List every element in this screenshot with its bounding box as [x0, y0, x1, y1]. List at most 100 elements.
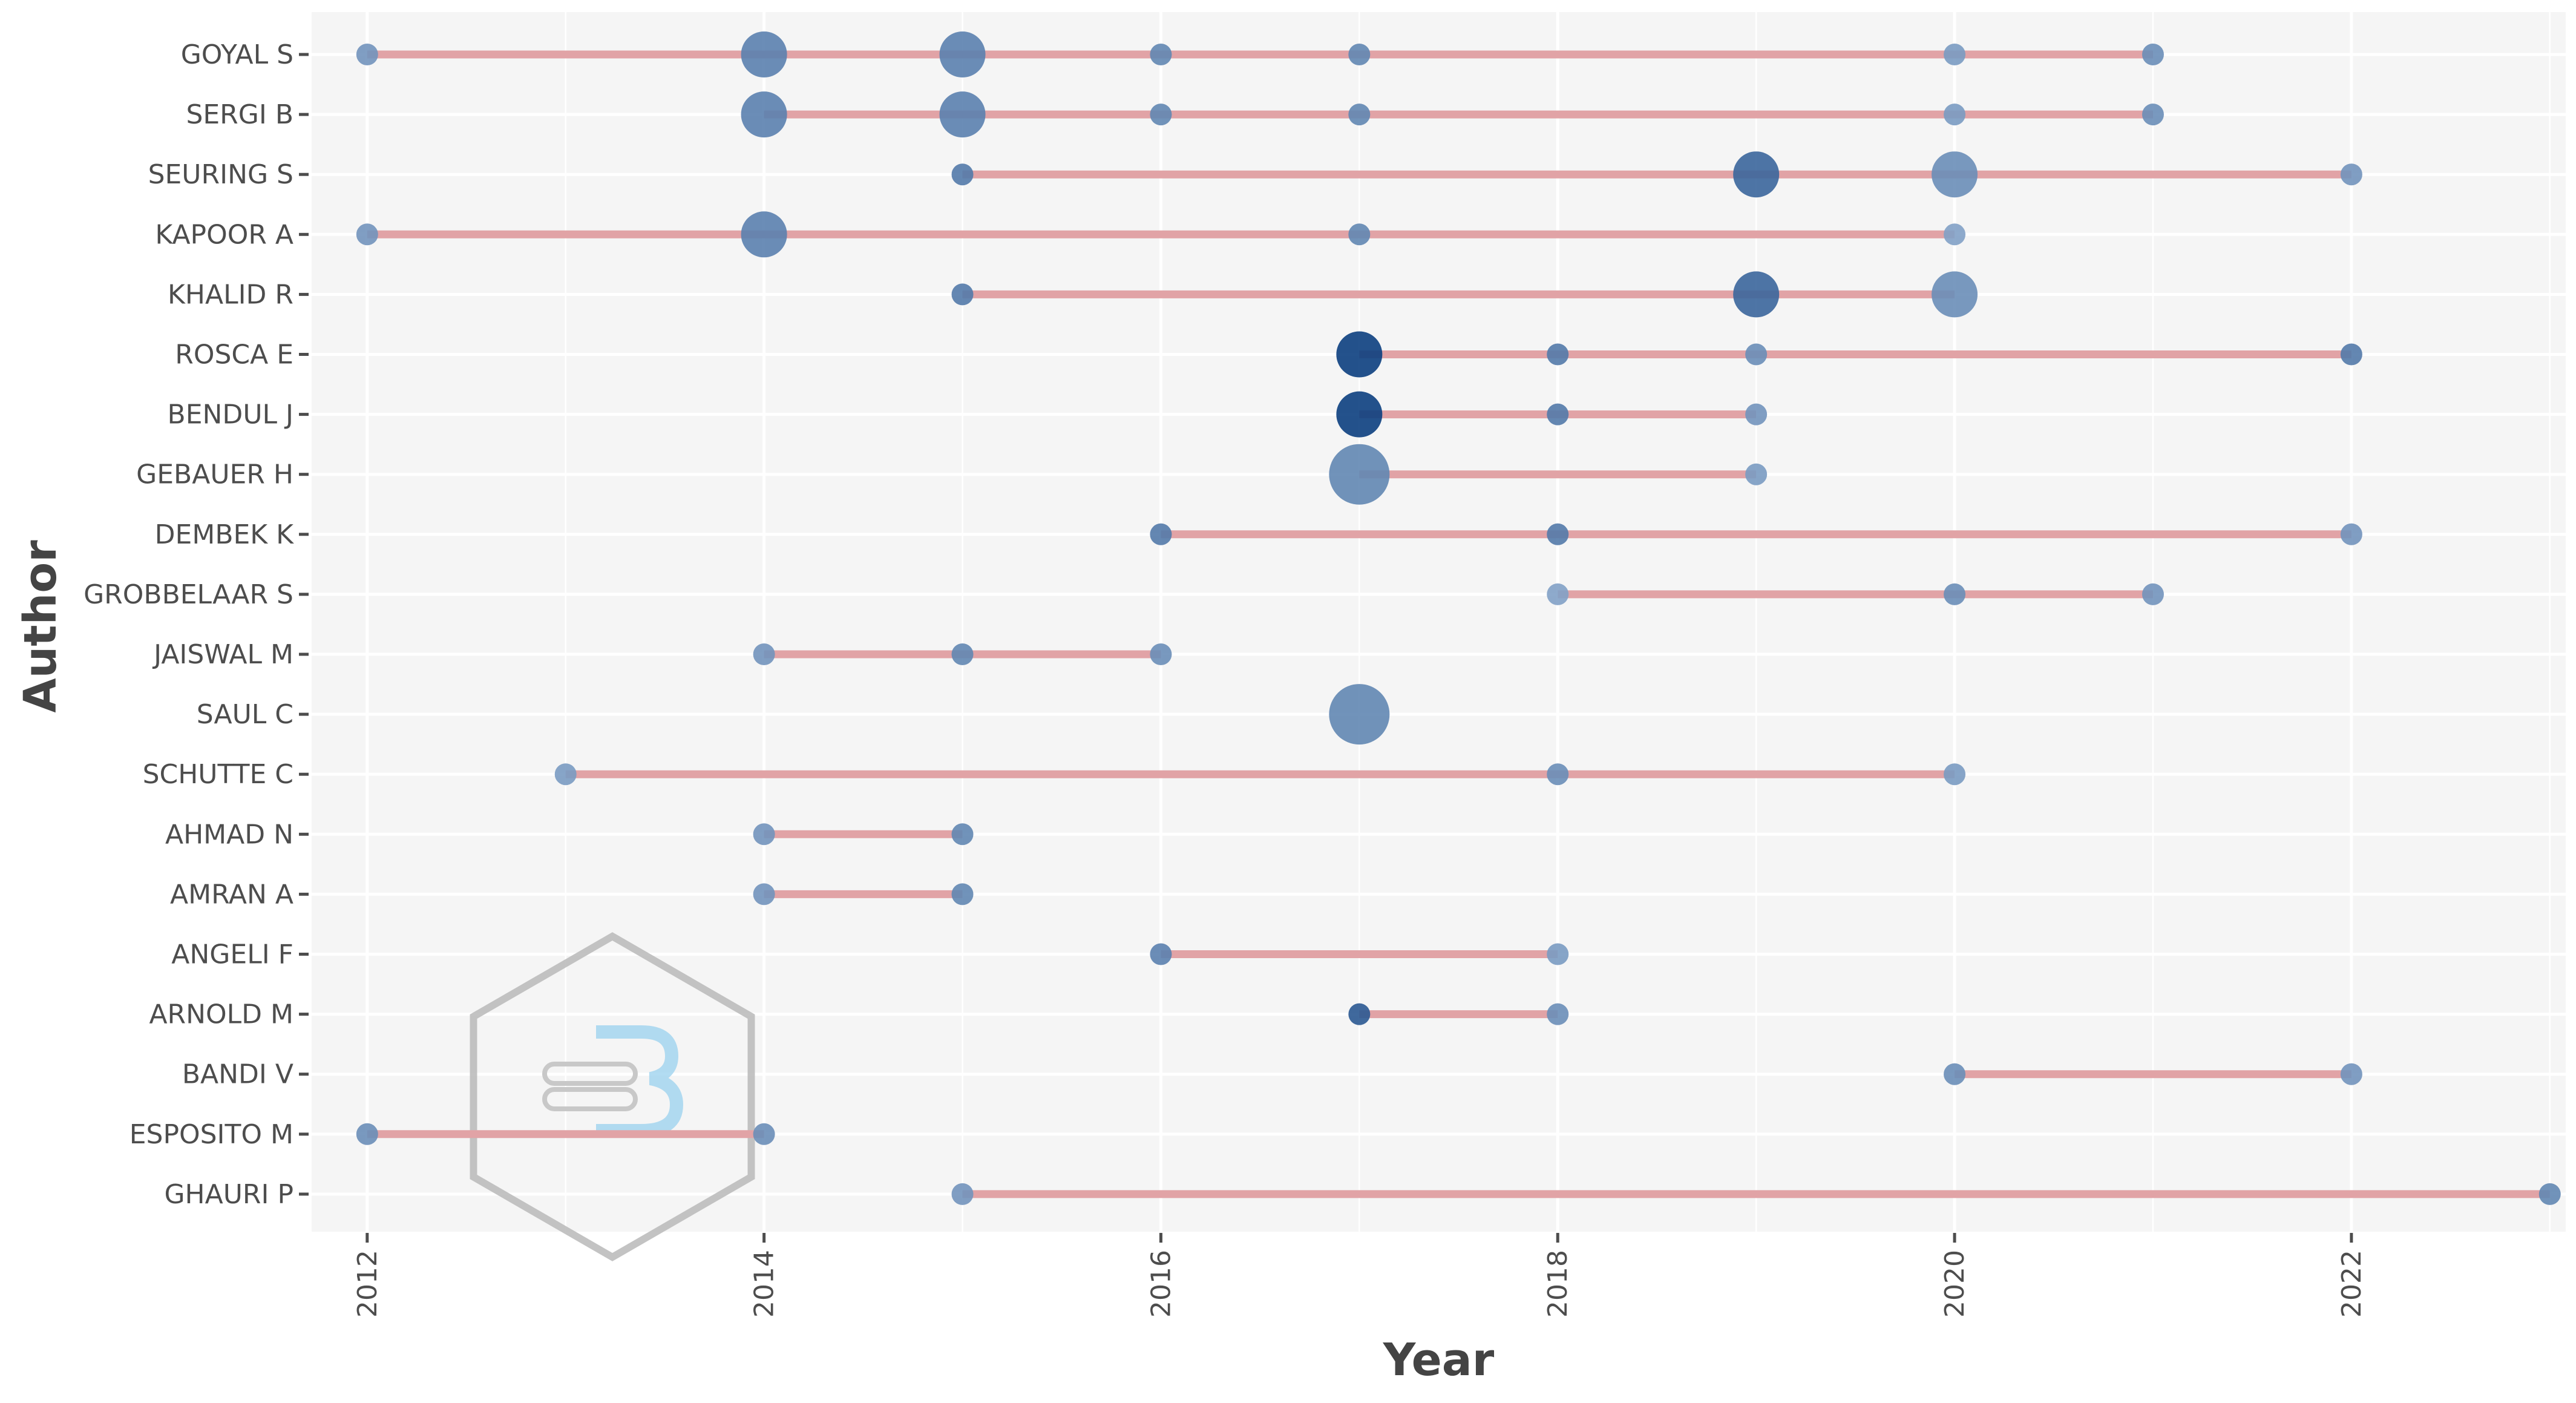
publication-point: [1150, 523, 1172, 545]
publication-point: [1547, 583, 1569, 605]
publication-point: [753, 1123, 775, 1145]
publication-point: [1348, 223, 1371, 246]
publication-point: [2340, 1063, 2362, 1085]
y-tick-label: ROSCA E: [175, 340, 293, 370]
plot-panel-background: [312, 12, 2566, 1232]
publication-point: [356, 223, 378, 246]
x-axis: 2012 2014 2016 2018 2020 2022: [352, 1233, 2367, 1318]
publication-point: [1932, 271, 1978, 318]
publication-point: [2142, 44, 2164, 65]
y-tick-label: GROBBELAAR S: [84, 579, 293, 610]
publication-point: [1733, 151, 1780, 198]
watermark-letter-icon: [596, 1025, 684, 1137]
publication-point: [1547, 1003, 1569, 1025]
publication-point: [951, 823, 974, 846]
y-axis-title: Author: [15, 540, 67, 713]
x-tick-label: 2014: [749, 1250, 780, 1318]
y-tick-label: KHALID R: [168, 279, 293, 310]
watermark-hexagon: [470, 932, 755, 1261]
publication-point: [1547, 343, 1569, 366]
publication-point: [939, 91, 986, 138]
y-tick-label: AHMAD N: [165, 819, 293, 850]
y-tick-label: KAPOOR A: [155, 219, 293, 250]
publication-point: [1348, 44, 1371, 65]
publication-point: [1745, 343, 1768, 366]
y-tick-label: GOYAL S: [181, 39, 293, 70]
publication-point: [741, 211, 787, 258]
publication-point: [1944, 763, 1966, 786]
publication-point: [1150, 943, 1172, 965]
x-tick-label: 2020: [1939, 1250, 1970, 1318]
watermark-logo: [470, 932, 755, 1261]
y-tick-label: SEURING S: [148, 159, 293, 190]
publication-point: [1932, 151, 1978, 198]
y-tick-label: SERGI B: [186, 99, 293, 130]
publication-point: [1348, 104, 1371, 126]
y-axis: GOYAL S SERGI B SEURING S KAPOOR A KHALID R R…: [84, 39, 309, 1210]
y-tick-label: SCHUTTE C: [143, 759, 293, 790]
y-tick-label: GEBAUER H: [136, 459, 293, 490]
publication-point: [1150, 104, 1172, 126]
y-tick-label: BANDI V: [182, 1059, 293, 1090]
segment-layer: [367, 50, 2550, 1198]
publication-point: [1745, 463, 1768, 485]
y-tick-label: ANGELI F: [171, 939, 293, 970]
y-tick-label: BENDUL J: [168, 399, 293, 430]
publication-point: [356, 44, 378, 65]
publication-point: [356, 1123, 378, 1145]
publication-point: [1547, 523, 1569, 545]
publication-point: [753, 883, 775, 905]
publication-point: [2142, 583, 2164, 605]
watermark-bar-icon: [542, 1087, 638, 1111]
y-tick-label: AMRAN A: [170, 879, 293, 910]
y-tick-label: ESPOSITO M: [129, 1119, 293, 1150]
publication-point: [951, 283, 974, 306]
publication-point: [1150, 44, 1172, 65]
publication-point: [2340, 163, 2362, 186]
publication-point: [753, 823, 775, 846]
x-tick-label: 2018: [1542, 1250, 1573, 1318]
y-tick-label: JAISWAL M: [152, 639, 293, 670]
publication-point: [951, 883, 974, 905]
publication-point: [1348, 1003, 1371, 1025]
publication-point: [1329, 444, 1390, 505]
publication-point: [951, 163, 974, 186]
publication-point: [1336, 391, 1383, 438]
publication-point: [1329, 684, 1390, 745]
publication-point: [1944, 223, 1966, 246]
publication-point: [554, 763, 577, 786]
y-tick-label: GHAURI P: [164, 1179, 293, 1210]
publication-point: [1944, 44, 1966, 65]
x-tick-label: 2016: [1145, 1250, 1176, 1318]
publication-point: [741, 91, 787, 138]
x-tick-label: 2012: [352, 1250, 383, 1318]
publication-point: [1944, 1063, 1966, 1085]
publication-point: [2142, 104, 2164, 126]
publication-point: [2340, 523, 2362, 545]
publication-point: [951, 643, 974, 665]
y-tick-label: DEMBEK K: [155, 519, 294, 550]
publication-point: [1944, 583, 1966, 605]
point-layer: [356, 31, 2561, 1205]
publication-point: [1547, 403, 1569, 426]
publication-point: [951, 1183, 974, 1205]
y-tick-label: SAUL C: [197, 699, 293, 730]
publication-point: [753, 643, 775, 665]
publication-point: [1745, 403, 1768, 426]
x-axis-title: Year: [1383, 1334, 1495, 1386]
x-tick-label: 2022: [2336, 1250, 2367, 1318]
publication-point: [741, 31, 787, 77]
publication-point: [1944, 104, 1966, 126]
publication-point: [1547, 943, 1569, 965]
publication-point: [2538, 1183, 2561, 1205]
publication-point: [1336, 331, 1383, 378]
publication-point: [939, 31, 986, 77]
publication-point: [2340, 343, 2362, 366]
watermark-bar-icon: [542, 1062, 638, 1086]
publication-point: [1547, 763, 1569, 786]
publication-point: [1733, 271, 1780, 318]
y-tick-label: ARNOLD M: [149, 999, 293, 1030]
publication-point: [1150, 643, 1172, 665]
